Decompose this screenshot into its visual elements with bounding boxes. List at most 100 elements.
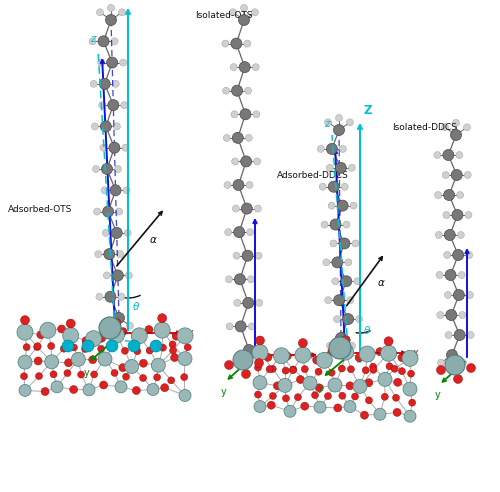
Circle shape: [246, 134, 252, 141]
Circle shape: [108, 4, 114, 11]
Circle shape: [384, 337, 393, 346]
Circle shape: [243, 297, 254, 308]
Circle shape: [444, 189, 454, 201]
Circle shape: [442, 172, 449, 179]
Circle shape: [128, 340, 140, 352]
Circle shape: [234, 299, 241, 307]
Circle shape: [254, 400, 266, 413]
Circle shape: [298, 338, 308, 347]
Circle shape: [37, 331, 45, 338]
Circle shape: [66, 319, 75, 328]
Circle shape: [244, 40, 251, 47]
Circle shape: [70, 344, 78, 351]
Circle shape: [336, 115, 342, 122]
Circle shape: [126, 322, 134, 329]
Circle shape: [312, 356, 320, 364]
Circle shape: [119, 328, 127, 336]
Circle shape: [328, 347, 336, 355]
Circle shape: [282, 367, 289, 374]
Circle shape: [450, 129, 462, 141]
Circle shape: [64, 359, 72, 367]
Circle shape: [115, 381, 127, 393]
Circle shape: [254, 158, 260, 165]
Circle shape: [274, 382, 281, 390]
Circle shape: [108, 100, 119, 111]
Circle shape: [90, 371, 98, 378]
Text: x: x: [188, 328, 194, 338]
Circle shape: [83, 384, 95, 396]
Circle shape: [160, 384, 168, 392]
Circle shape: [96, 293, 103, 300]
Circle shape: [296, 375, 304, 384]
Circle shape: [394, 378, 402, 386]
Circle shape: [248, 276, 254, 283]
Circle shape: [467, 332, 474, 338]
Circle shape: [362, 367, 369, 374]
Circle shape: [100, 121, 112, 132]
Circle shape: [170, 347, 176, 354]
Circle shape: [224, 361, 234, 369]
Circle shape: [44, 355, 59, 369]
Circle shape: [58, 325, 66, 333]
Circle shape: [465, 212, 472, 218]
Circle shape: [122, 144, 129, 151]
Circle shape: [62, 328, 78, 343]
Circle shape: [443, 212, 450, 218]
Circle shape: [152, 358, 166, 372]
Circle shape: [231, 111, 238, 118]
Circle shape: [70, 386, 78, 394]
Circle shape: [248, 323, 255, 330]
Circle shape: [332, 278, 339, 285]
Circle shape: [458, 232, 464, 239]
Circle shape: [99, 102, 106, 109]
Circle shape: [64, 369, 71, 376]
Circle shape: [290, 366, 296, 373]
Circle shape: [256, 336, 264, 345]
Circle shape: [340, 146, 346, 153]
Circle shape: [329, 337, 351, 359]
Circle shape: [294, 394, 302, 400]
Circle shape: [160, 344, 166, 351]
Circle shape: [254, 359, 264, 368]
Circle shape: [244, 344, 254, 356]
Circle shape: [445, 270, 456, 280]
Circle shape: [278, 378, 292, 393]
Circle shape: [354, 278, 361, 285]
Circle shape: [242, 369, 250, 378]
Circle shape: [94, 208, 100, 215]
Text: y: y: [221, 387, 227, 397]
Circle shape: [34, 343, 40, 350]
Circle shape: [344, 400, 356, 413]
Circle shape: [119, 364, 127, 371]
Circle shape: [110, 185, 121, 196]
Circle shape: [300, 402, 308, 410]
Circle shape: [98, 59, 104, 66]
Circle shape: [102, 229, 109, 236]
Circle shape: [240, 4, 248, 11]
Circle shape: [231, 38, 242, 49]
Circle shape: [324, 393, 332, 400]
Circle shape: [154, 374, 160, 381]
Circle shape: [111, 369, 118, 376]
Circle shape: [169, 341, 176, 348]
Circle shape: [112, 270, 124, 281]
Circle shape: [108, 327, 124, 343]
Text: Z: Z: [363, 104, 372, 117]
Circle shape: [444, 229, 456, 241]
Circle shape: [82, 340, 94, 352]
Circle shape: [224, 182, 231, 188]
Circle shape: [328, 181, 339, 192]
Circle shape: [242, 250, 253, 261]
Circle shape: [254, 364, 262, 371]
Circle shape: [106, 57, 118, 68]
Circle shape: [284, 405, 296, 417]
Circle shape: [323, 259, 330, 266]
Circle shape: [456, 191, 464, 198]
Circle shape: [72, 352, 86, 367]
Text: x: x: [323, 350, 329, 360]
Circle shape: [339, 238, 350, 249]
Circle shape: [112, 80, 119, 88]
Circle shape: [114, 165, 121, 173]
Circle shape: [336, 162, 346, 173]
Circle shape: [378, 372, 392, 386]
